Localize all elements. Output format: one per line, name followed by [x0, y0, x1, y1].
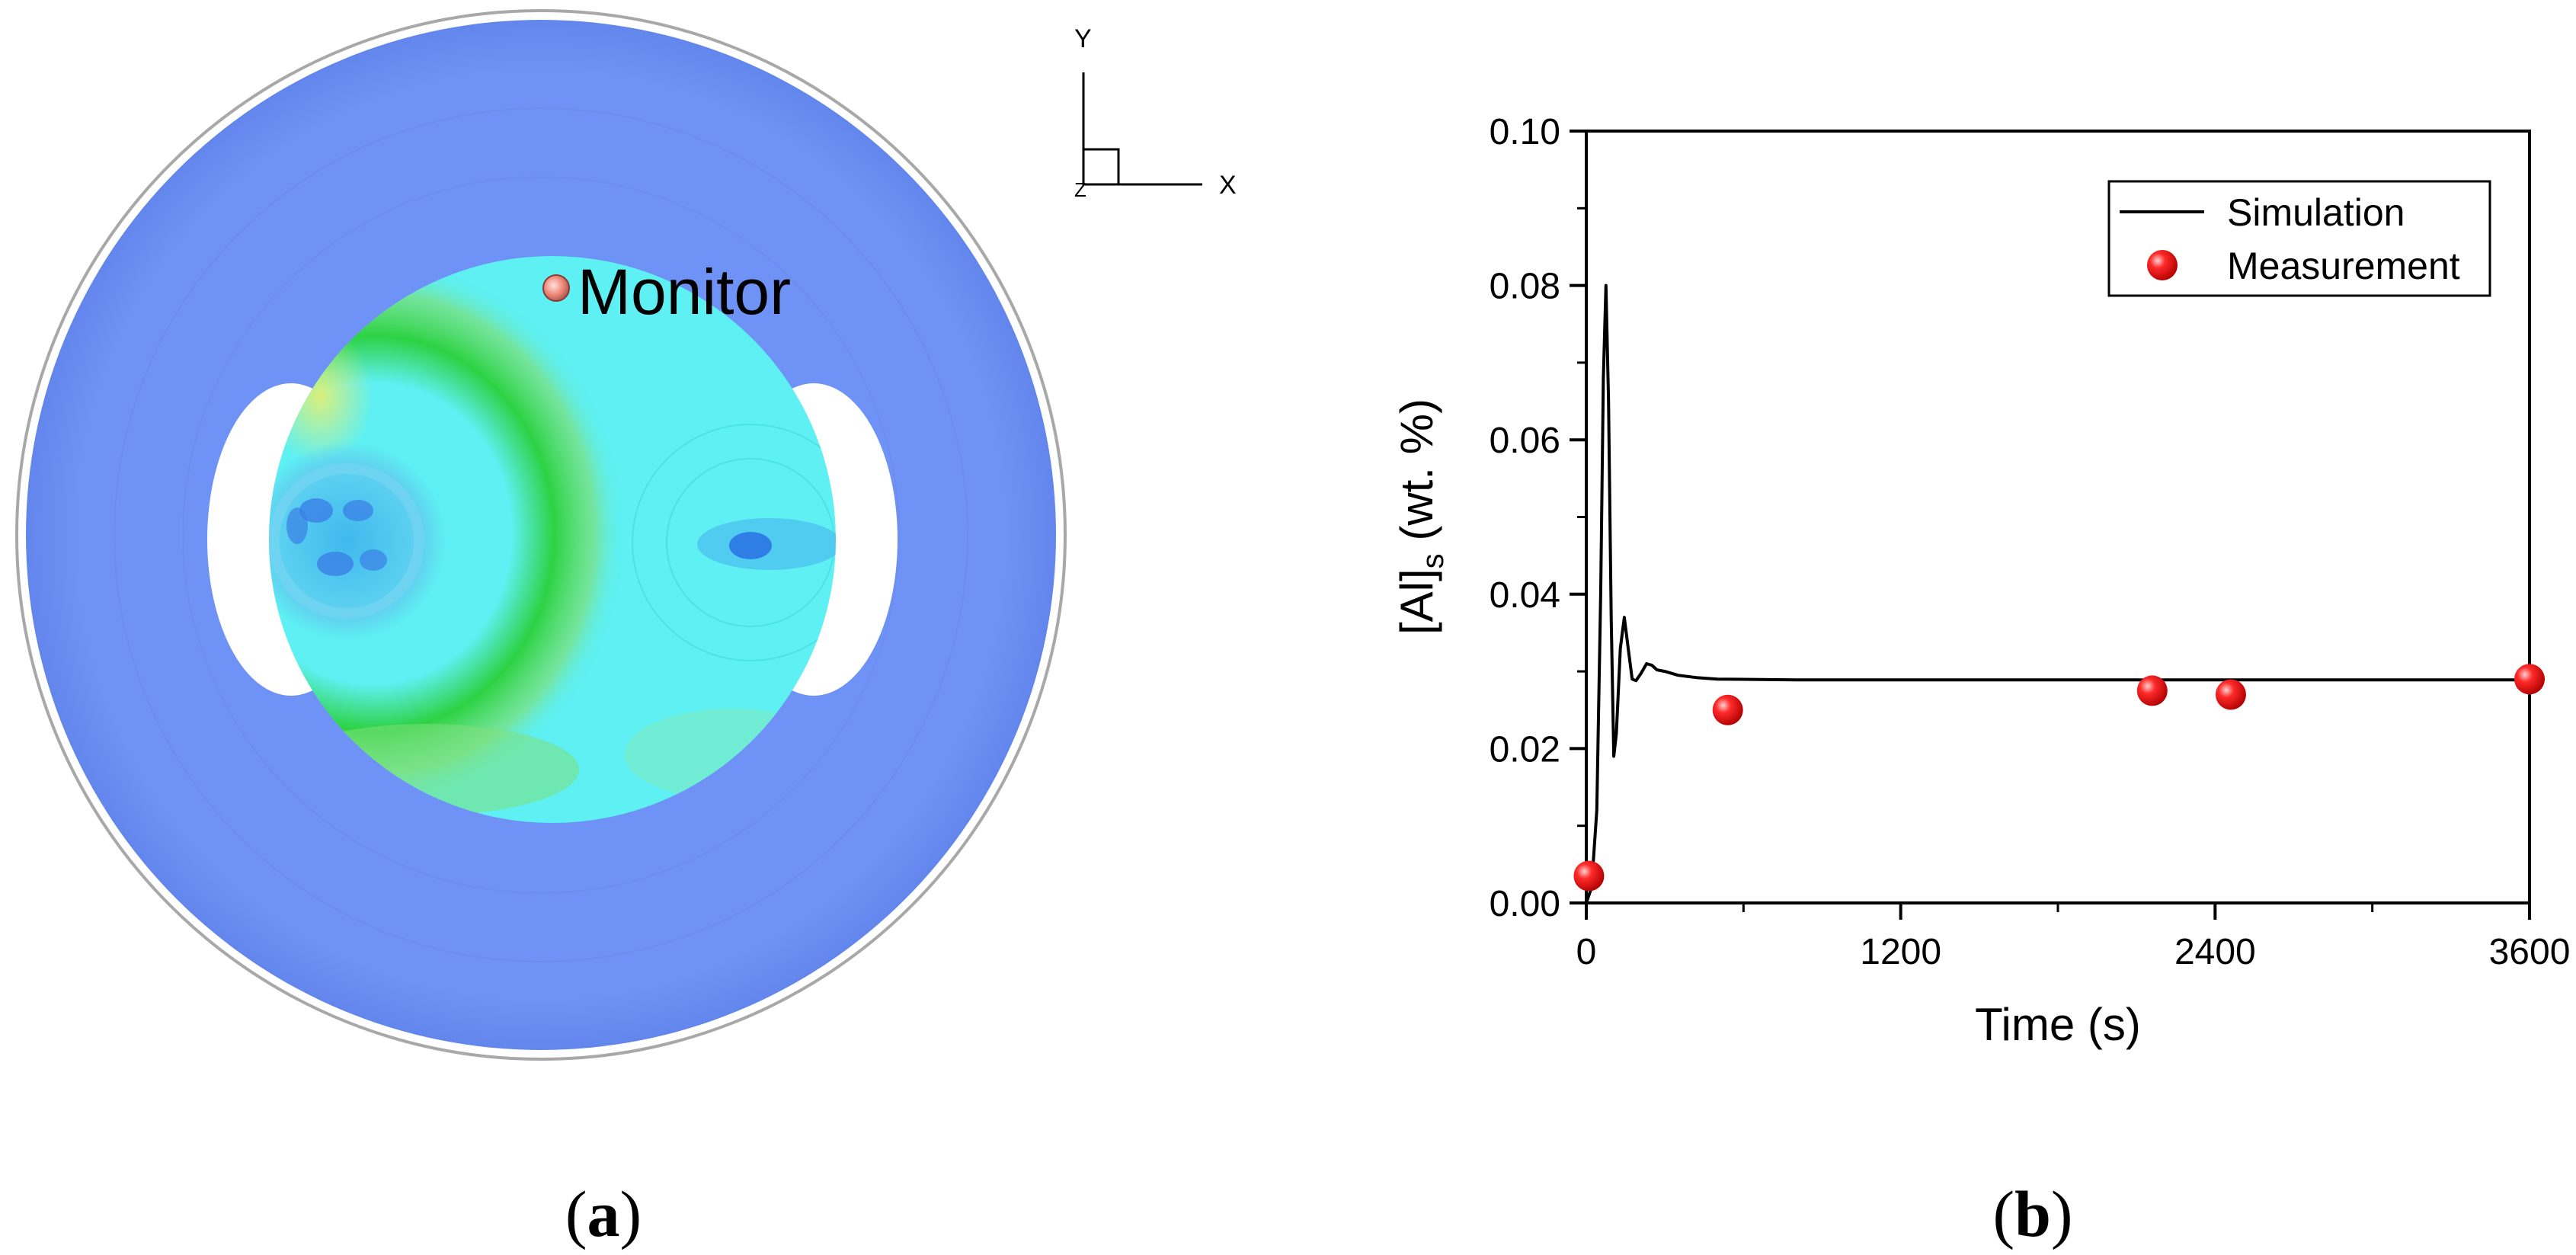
coordinate-triad: Y X Z	[1074, 24, 1237, 201]
simulation-line	[1585, 283, 2530, 904]
measurement-point	[2215, 679, 2246, 710]
monitor-label: Monitor	[578, 256, 791, 328]
vortex-blob	[343, 500, 373, 521]
measurement-point	[2136, 675, 2168, 706]
axis-x-label: X	[1219, 171, 1237, 200]
contour-panel: Monitor Y X Z (a)	[15, 9, 1237, 1250]
chart-panel: 0 1200 2400 3600 0.00 0.02 0.04 0.06 0.08 0.10 T…	[1391, 112, 2570, 1250]
legend: Simulation Measurement	[2107, 180, 2491, 297]
x-tick-label: 2400	[2174, 932, 2256, 972]
panel-b-label: (b)	[1992, 1177, 2072, 1250]
vortex-ring	[269, 463, 424, 619]
y-tick-label: 0.08	[1490, 267, 1560, 307]
vortex-blob	[299, 498, 333, 523]
x-tick-label: 1200	[1860, 932, 1941, 972]
monitor-point-icon	[542, 274, 570, 302]
y-tick-label: 0.06	[1490, 421, 1560, 461]
x-tick-label: 3600	[2489, 932, 2571, 972]
x-tick-label: 0	[1576, 932, 1597, 972]
x-axis-label: Time (s)	[1975, 999, 2141, 1050]
vortex-blob	[317, 552, 354, 576]
ring-contour-line	[182, 176, 900, 894]
measurement-point	[1573, 860, 1605, 892]
plume-contour-line	[632, 424, 836, 661]
legend-measurement-marker	[2147, 250, 2178, 280]
x-axis: 0 1200 2400 3600	[1576, 903, 2571, 972]
legend-box	[2107, 180, 2491, 297]
legend-simulation-label: Simulation	[2227, 191, 2405, 234]
legend-measurement-label: Measurement	[2227, 245, 2460, 287]
ring-contour-line	[114, 107, 968, 962]
y-axis-label: [Al]s (wt. %)	[1391, 399, 1450, 635]
measurement-point	[2514, 664, 2545, 695]
y-tick-label: 0.10	[1490, 112, 1560, 152]
axis-y-label: Y	[1074, 24, 1092, 53]
y-tick-label: 0.00	[1490, 884, 1560, 924]
measurement-points	[1573, 664, 2545, 892]
vortex-blob	[360, 549, 387, 571]
y-tick-label: 0.02	[1490, 729, 1560, 770]
y-tick-label: 0.04	[1490, 575, 1560, 616]
measurement-point	[1712, 694, 1743, 725]
axis-z-label: Z	[1074, 178, 1086, 201]
plume-core	[729, 532, 772, 559]
y-axis: 0.00 0.02 0.04 0.06 0.08 0.10	[1490, 112, 1586, 924]
panel-a-label: (a)	[565, 1177, 642, 1250]
vortex-blob	[286, 507, 308, 544]
